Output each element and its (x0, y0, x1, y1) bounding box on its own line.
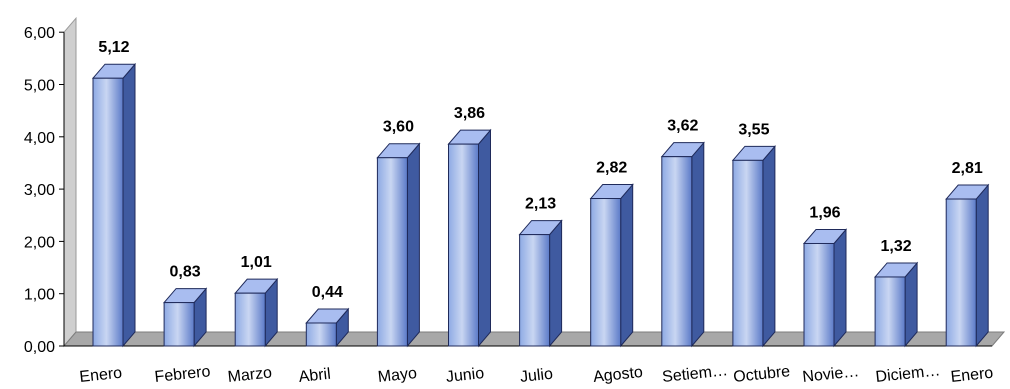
data-label: 3,55 (738, 121, 769, 138)
x-tick-label: Enero (79, 365, 123, 386)
bar-front (92, 77, 124, 347)
data-label: 1,96 (809, 204, 840, 221)
y-tick-label: 5,00 (24, 78, 55, 95)
data-label: 0,83 (170, 264, 201, 281)
bar-side (122, 62, 136, 348)
bar (376, 142, 421, 348)
x-tick-label: Enero (950, 365, 994, 386)
bars (91, 62, 990, 348)
x-tick-label: Novie… (802, 363, 860, 386)
back-wall (63, 16, 77, 348)
data-label: 1,01 (241, 254, 272, 271)
bar (802, 228, 848, 348)
bar-side (975, 183, 989, 348)
y-tick-label: 3,00 (24, 182, 55, 199)
bar-front (448, 143, 479, 347)
y-axis: 0,00 1,00 2,00 3,00 4,00 5,00 6,00 (24, 25, 992, 356)
bar (91, 62, 137, 348)
bar (589, 183, 634, 348)
x-tick-label: Julio (519, 366, 554, 386)
bar-side (691, 141, 705, 348)
x-tick-label: Abril (298, 366, 332, 386)
data-label: 3,60 (383, 119, 414, 136)
bar (945, 183, 990, 348)
data-label: 1,32 (881, 238, 912, 255)
bar-front (234, 292, 266, 347)
x-tick-label: Junio (445, 365, 485, 386)
bar-side (833, 228, 847, 348)
x-tick-label: Marzo (227, 364, 273, 386)
bar-front (163, 302, 195, 347)
bar (305, 307, 350, 348)
y-tick-label: 0,00 (24, 339, 55, 356)
x-tick-label: Mayo (377, 365, 418, 386)
bar-side (478, 128, 491, 348)
bar-front (945, 198, 977, 347)
x-tick-label: Diciem… (875, 362, 941, 386)
y-tick-label: 2,00 (24, 234, 55, 251)
bar-front (376, 157, 408, 347)
bar (447, 128, 492, 348)
x-tick-label: Febrero (154, 363, 212, 386)
y-tick-label: 1,00 (24, 287, 55, 304)
bar-front (732, 159, 764, 347)
data-label: 3,86 (454, 105, 485, 122)
bar (874, 261, 919, 348)
data-label: 3,62 (667, 118, 698, 135)
bar (660, 141, 705, 348)
data-label: 2,13 (525, 196, 556, 213)
bar-side (762, 144, 776, 348)
data-label: 5,12 (98, 39, 129, 56)
x-axis-labels: Enero Febrero Marzo Abril Mayo Junio Julio Agos… (79, 362, 995, 386)
bar (731, 144, 776, 348)
bar-side (406, 142, 420, 348)
bar (163, 287, 208, 348)
bar-side (620, 183, 634, 348)
x-tick-label: Octubre (733, 363, 791, 386)
bar-front (874, 276, 906, 347)
bar-front (661, 156, 693, 347)
x-tick-label: Setiem… (661, 362, 728, 386)
data-label: 0,44 (312, 284, 343, 301)
bar-front (519, 234, 551, 347)
bar-side (549, 219, 563, 348)
x-tick-label: Agosto (592, 364, 643, 386)
bar-front (803, 242, 835, 347)
bar (234, 277, 279, 348)
bar (518, 219, 563, 348)
data-labels: 5,12 0,83 1,01 0,44 3,60 3,86 2,13 2,82 3,62 3,55… (98, 39, 982, 301)
bar-front (305, 322, 337, 347)
y-tick-label: 4,00 (24, 130, 55, 147)
y-tick-label: 6,00 (24, 25, 55, 42)
data-label: 2,82 (596, 160, 627, 177)
bar-front (590, 198, 622, 347)
data-label: 2,81 (952, 160, 983, 177)
